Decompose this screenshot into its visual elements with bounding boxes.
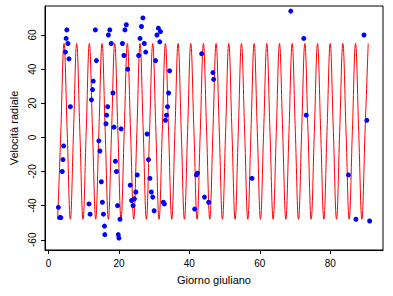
svg-text:0: 0 [27, 134, 38, 140]
svg-text:40: 40 [184, 258, 196, 269]
svg-text:Velocità radiale: Velocità radiale [8, 91, 20, 166]
svg-text:20: 20 [113, 258, 125, 269]
svg-text:-20: -20 [27, 164, 38, 179]
svg-text:Giorno giuliano: Giorno giuliano [177, 274, 251, 286]
svg-text:80: 80 [325, 258, 337, 269]
svg-text:20: 20 [27, 97, 38, 109]
svg-text:40: 40 [27, 63, 38, 75]
svg-text:0: 0 [46, 258, 52, 269]
svg-text:-40: -40 [27, 198, 38, 213]
svg-text:-60: -60 [27, 232, 38, 247]
svg-text:60: 60 [27, 29, 38, 41]
svg-text:60: 60 [254, 258, 266, 269]
